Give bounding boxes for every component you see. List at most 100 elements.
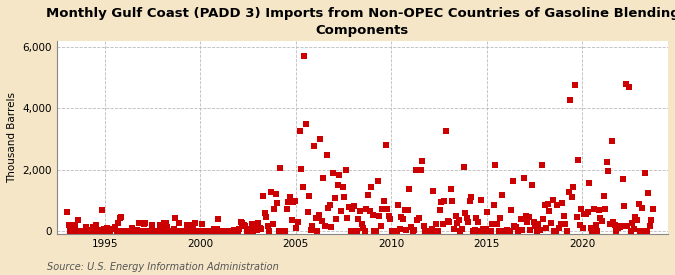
Point	[460, 210, 470, 215]
Point	[624, 85, 634, 89]
Point	[291, 226, 302, 230]
Point	[146, 223, 157, 228]
Point	[366, 185, 377, 189]
Point	[331, 216, 342, 221]
Point	[286, 218, 297, 222]
Point	[616, 224, 626, 229]
Point	[111, 229, 122, 233]
Point	[562, 229, 572, 233]
Point	[518, 175, 529, 180]
Point	[218, 229, 229, 233]
Point	[196, 229, 207, 233]
Point	[141, 229, 152, 233]
Point	[72, 229, 82, 233]
Point	[348, 204, 359, 208]
Point	[151, 229, 162, 233]
Point	[277, 229, 288, 233]
Point	[587, 229, 598, 233]
Point	[547, 198, 558, 202]
Point	[161, 221, 171, 225]
Point	[361, 207, 372, 212]
Point	[207, 229, 217, 233]
Point	[612, 226, 623, 230]
Point	[463, 220, 474, 224]
Point	[590, 223, 601, 228]
Point	[580, 212, 591, 216]
Point	[180, 229, 190, 233]
Point	[533, 222, 544, 226]
Point	[203, 229, 214, 233]
Point	[175, 229, 186, 233]
Point	[541, 226, 551, 230]
Point	[338, 185, 348, 189]
Point	[326, 224, 337, 229]
Point	[501, 228, 512, 232]
Point	[267, 222, 278, 226]
Point	[102, 226, 113, 230]
Point	[246, 222, 257, 226]
Point	[100, 229, 111, 233]
Point	[191, 229, 202, 233]
Point	[170, 216, 181, 220]
Point	[585, 226, 596, 230]
Point	[103, 229, 114, 233]
Point	[565, 98, 576, 102]
Text: Source: U.S. Energy Information Administration: Source: U.S. Energy Information Administ…	[47, 262, 279, 272]
Point	[258, 193, 269, 198]
Point	[143, 229, 154, 233]
Point	[92, 229, 103, 233]
Point	[367, 213, 378, 217]
Point	[292, 220, 303, 225]
Point	[377, 207, 387, 211]
Point	[189, 220, 200, 225]
Point	[109, 224, 120, 229]
Point	[81, 225, 92, 230]
Point	[263, 224, 273, 229]
Point	[379, 199, 389, 203]
Point	[254, 226, 265, 230]
Point	[436, 200, 447, 205]
Point	[474, 229, 485, 233]
Point	[232, 229, 243, 233]
Point	[315, 137, 325, 142]
Point	[536, 163, 547, 167]
Point	[84, 228, 95, 232]
Point	[245, 229, 256, 233]
Point	[281, 207, 292, 211]
Point	[318, 176, 329, 181]
Point	[512, 229, 523, 233]
Point	[221, 229, 232, 233]
Point	[504, 229, 515, 233]
Point	[466, 195, 477, 200]
Point	[401, 228, 412, 232]
Point	[364, 209, 375, 213]
Point	[210, 229, 221, 233]
Point	[452, 220, 462, 225]
Point	[441, 129, 452, 133]
Point	[597, 219, 608, 223]
Point	[186, 229, 196, 233]
Point	[74, 229, 85, 233]
Point	[194, 229, 205, 233]
Point	[200, 229, 211, 233]
Point	[304, 193, 315, 198]
Point	[560, 221, 571, 226]
Point	[117, 229, 128, 233]
Point	[437, 222, 448, 226]
Point	[294, 129, 305, 133]
Point	[234, 227, 244, 231]
Point	[583, 210, 593, 214]
Point	[76, 229, 87, 233]
Point	[487, 221, 497, 226]
Point	[407, 229, 418, 233]
Point	[556, 221, 566, 226]
Point	[545, 220, 556, 225]
Point	[482, 210, 493, 214]
Point	[130, 228, 141, 232]
Point	[574, 223, 585, 227]
Point	[171, 229, 182, 233]
Point	[446, 187, 456, 191]
Point	[491, 221, 502, 226]
Point	[503, 229, 514, 233]
Point	[530, 224, 541, 228]
